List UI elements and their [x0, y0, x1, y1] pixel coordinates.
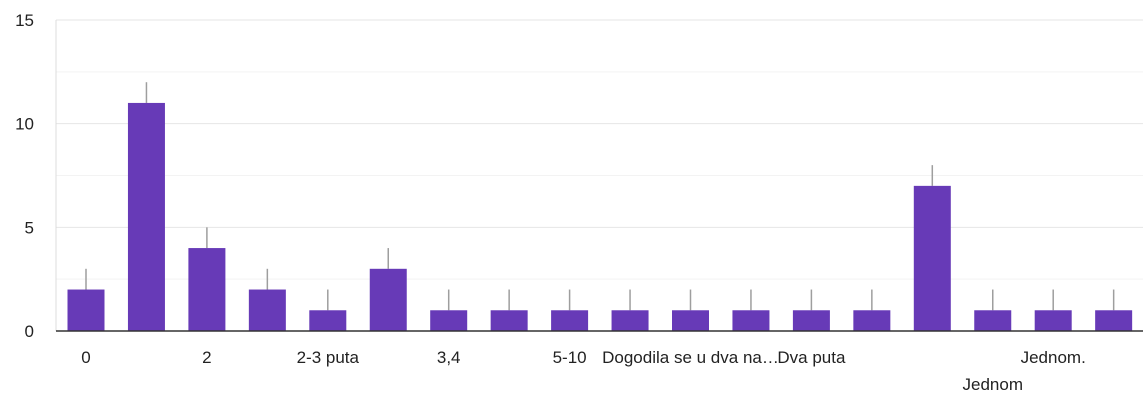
bar	[672, 310, 709, 331]
y-tick-label: 10	[15, 115, 34, 134]
bar	[188, 248, 226, 331]
x-tick-label: 2-3 puta	[297, 348, 360, 367]
x-tick-label: Jednom.	[1021, 348, 1086, 367]
x-tick-label: 2	[202, 348, 211, 367]
bar	[913, 185, 951, 331]
bar	[369, 268, 407, 331]
bar	[732, 310, 770, 331]
bar	[1095, 310, 1133, 331]
bar	[551, 310, 589, 331]
bar	[430, 310, 468, 331]
x-tick-label: Jednom	[963, 375, 1023, 394]
x-tick-label: 0	[81, 348, 90, 367]
bar	[127, 102, 165, 331]
bar	[853, 310, 891, 331]
bar	[248, 289, 286, 331]
x-tick-label: 5-10	[553, 348, 587, 367]
bar	[67, 289, 105, 331]
x-tick-label: Dogodila se u dva na…	[602, 348, 779, 367]
bar	[792, 310, 830, 331]
x-tick-label: Dva puta	[777, 348, 846, 367]
bar	[611, 310, 649, 331]
bar	[974, 310, 1012, 331]
y-tick-label: 5	[25, 218, 34, 237]
y-tick-label: 15	[15, 11, 34, 30]
bar	[490, 310, 528, 331]
bar	[309, 310, 347, 331]
y-tick-label: 0	[25, 322, 34, 341]
bar	[1034, 310, 1072, 331]
x-tick-label: 3,4	[437, 348, 461, 367]
